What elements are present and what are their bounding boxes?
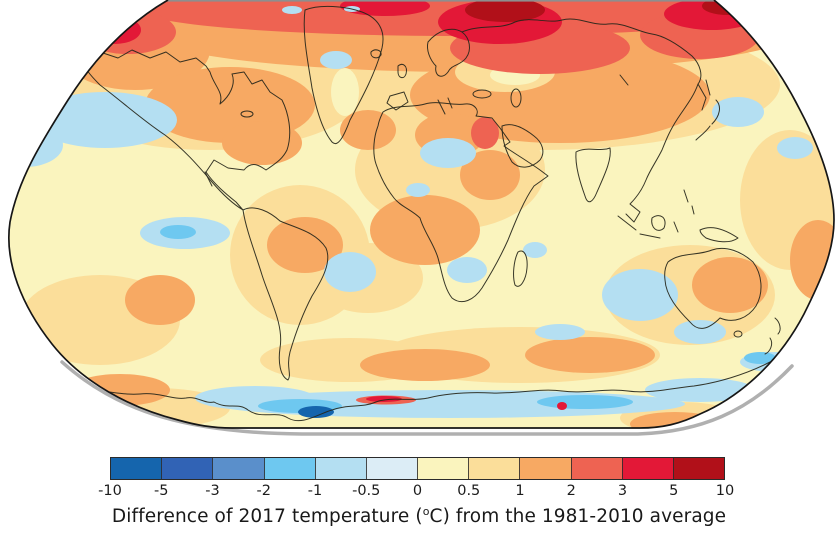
colorbar [110,457,725,480]
cool-anomaly-light [8,6,813,344]
coast-sakhalin [705,79,711,96]
caption-text-end: C) from the 1981-2010 average [429,506,727,527]
colorbar-segment-1 [161,458,213,479]
coast-arabia [501,124,544,168]
colorbar-segment-10 [621,458,673,479]
colorbar-tick-label: -2 [256,483,271,499]
top-crop-line [8,0,834,2]
coast-africa [373,102,549,303]
great-lakes [240,110,254,118]
colorbar-tick-label: -3 [205,483,220,499]
colorbar-tick-label: 0.5 [457,483,481,499]
colorbar-tick-label: -0.5 [352,483,381,499]
colorbar-tick-label: 3 [617,483,628,499]
colorbar-tick-label: 10 [715,483,735,499]
colorbar-tick-label: 0 [412,483,423,499]
coast-italy [437,97,453,115]
colorbar-tick-label: 2 [566,483,576,499]
coast-australia [664,247,762,329]
coast-baja [204,171,213,187]
world-map-svg [8,0,835,436]
coast-iceland [370,49,382,59]
coast-borneo [651,215,666,231]
black-sea [472,89,492,99]
coast-iberia [386,91,409,111]
colorbar-segment-3 [263,458,315,479]
coast-tasmania [733,330,743,338]
coast-new-guinea [699,227,739,243]
coast-siberia-asia [461,18,707,223]
caption-degree-symbol: o [422,504,430,518]
caption-text-start: Difference of 2017 temperature ( [111,506,423,527]
coastlines [57,5,801,422]
antarctic-cool-anomaly-band [160,225,810,418]
colorbar-segment-11 [672,458,725,479]
colorbar-tick-label: 5 [669,483,679,499]
colorbar-segment-7 [468,458,520,479]
colorbar-segment-5 [365,458,418,479]
colorbar-segment-2 [212,458,264,479]
coast-scandinavia [427,28,470,77]
colorbar-tick-label: 1 [515,483,525,499]
colorbar-tick-label: -10 [98,483,122,499]
map-outline [8,0,835,429]
coast-greenland [303,5,384,144]
caspian-sea [510,88,522,108]
coast-madagascar [513,250,528,287]
colorbar-segment-4 [314,458,366,479]
lake-baikal [619,74,629,86]
coast-india [575,147,611,203]
map-shadow [60,360,794,436]
coast-britain [397,63,407,79]
coast-north-america [82,49,291,211]
coast-south-america [242,207,329,381]
colorbar-ticks: -10 -5 -3 -2 -1 -0.5 0 0.5 1 2 3 5 10 [98,483,734,501]
coast-antarctica [57,339,801,422]
colorbar-segment-9 [570,458,622,479]
coast-new-zealand [764,317,781,355]
colorbar-segment-0 [111,458,162,479]
colorbar-segment-6 [417,458,469,479]
world-map [8,0,835,436]
colorbar-tick-label: -1 [307,483,323,499]
coast-indonesia [617,189,695,239]
colorbar-tick-label: -5 [154,483,169,499]
figure-caption: Difference of 2017 temperature (oC) from… [0,506,838,527]
colorbar-segment-8 [519,458,571,479]
coast-japan [695,99,720,141]
